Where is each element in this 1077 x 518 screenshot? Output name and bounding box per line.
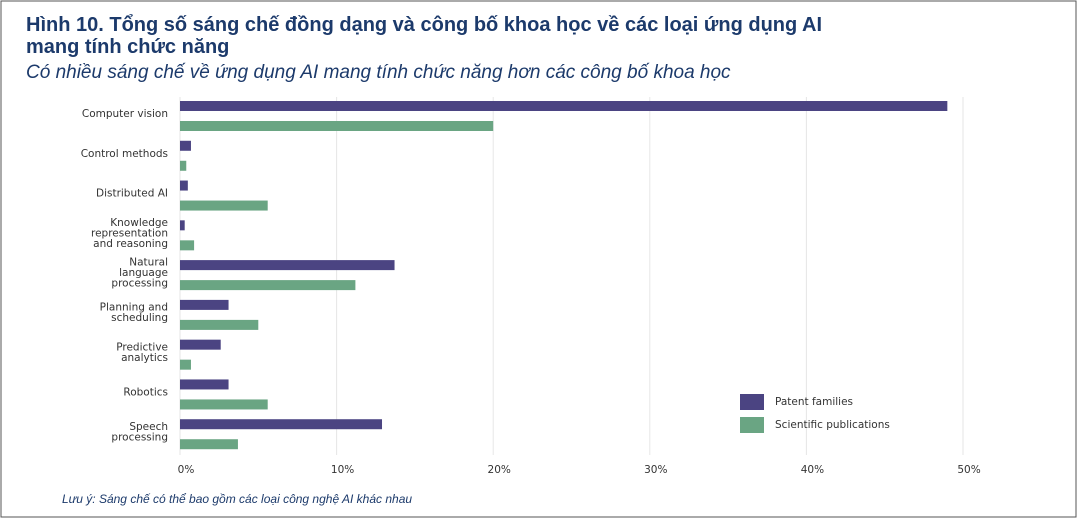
x-tick-label: 0% — [178, 464, 195, 476]
legend-swatch — [740, 417, 764, 433]
x-tick-label: 20% — [488, 464, 511, 476]
bar — [180, 101, 948, 111]
legend-swatch — [740, 394, 764, 410]
bar — [180, 379, 229, 390]
bar — [180, 121, 494, 131]
y-tick-label: Distributed AI — [96, 188, 168, 200]
bar — [180, 299, 229, 310]
legend-label: Scientific publications — [775, 419, 890, 431]
chart-title: Hình 10. Tổng số sáng chế đồng dạng và c… — [26, 14, 822, 58]
bar — [180, 359, 191, 370]
y-tick-label: Planning and scheduling — [100, 302, 168, 325]
bar — [180, 160, 187, 171]
x-tick-label: 30% — [644, 464, 667, 476]
bar — [180, 260, 395, 271]
bar — [180, 240, 195, 251]
bar — [180, 439, 238, 450]
y-tick-label: Knowledge representation and reasoning — [91, 217, 168, 250]
y-tick-label: Robotics — [123, 386, 168, 398]
x-tick-label: 40% — [801, 464, 824, 476]
bar — [180, 220, 185, 231]
note: Lưu ý: Sáng chế có thể bao gồm các loại … — [62, 492, 412, 506]
bar — [180, 140, 191, 151]
y-tick-label: Predictive analytics — [116, 341, 168, 364]
bar — [180, 280, 356, 291]
bar — [180, 339, 221, 350]
bar — [180, 419, 383, 430]
y-tick-label: Speech processing — [111, 421, 168, 444]
y-tick-label: Computer vision — [82, 108, 168, 120]
bar — [180, 200, 268, 211]
chart-subtitle: Có nhiều sáng chế về ứng dụng AI mang tí… — [26, 62, 731, 83]
bar — [180, 319, 259, 330]
y-tick-label: Natural language processing — [111, 257, 168, 290]
x-tick-label: 10% — [331, 464, 354, 476]
x-tick-label: 50% — [957, 464, 980, 476]
bar — [180, 399, 268, 410]
bar — [180, 180, 188, 191]
legend-label: Patent families — [775, 396, 853, 408]
y-tick-label: Control methods — [81, 148, 168, 160]
